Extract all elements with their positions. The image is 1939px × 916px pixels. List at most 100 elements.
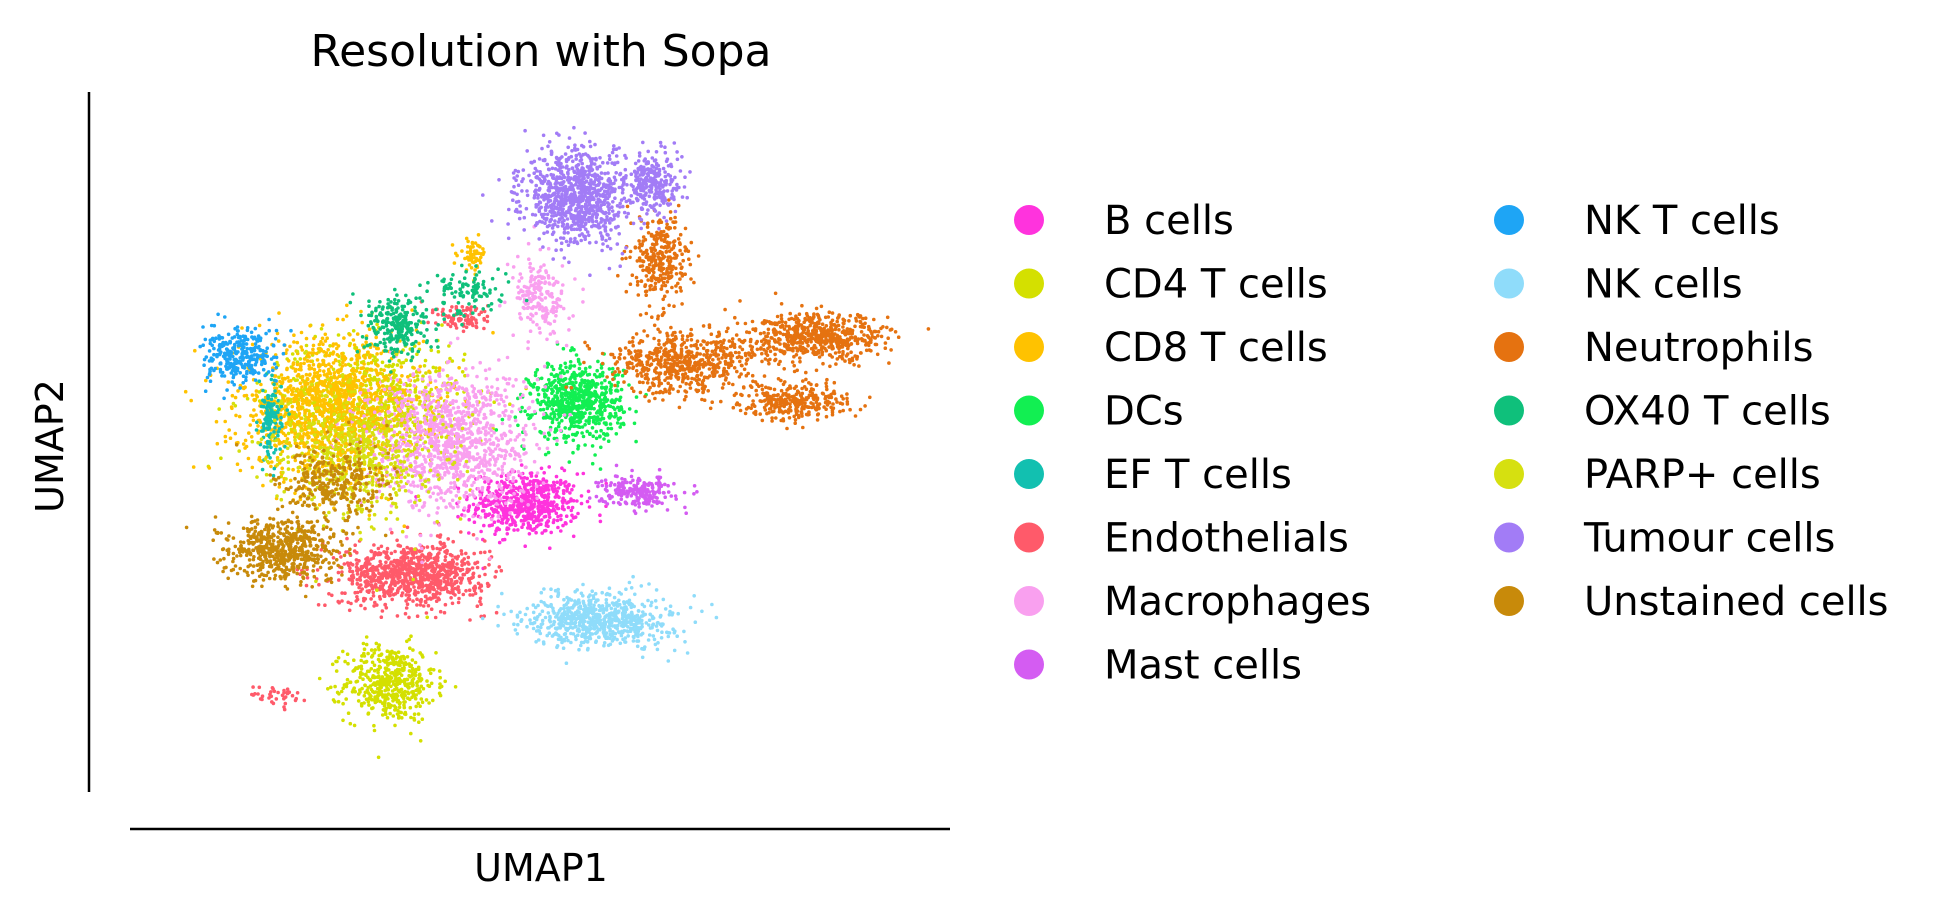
data-point: [278, 421, 283, 425]
data-point: [391, 657, 395, 662]
data-point: [336, 387, 341, 391]
data-point: [425, 679, 429, 683]
data-point: [436, 555, 440, 560]
data-point: [388, 711, 392, 716]
data-point: [300, 374, 305, 379]
data-point: [349, 450, 354, 455]
data-point: [426, 588, 430, 593]
data-point: [384, 364, 388, 368]
data-point: [431, 585, 435, 590]
data-point: [574, 386, 578, 391]
data-point: [378, 699, 383, 704]
data-point: [302, 357, 307, 361]
data-point: [276, 690, 280, 695]
data-point: [251, 685, 255, 689]
data-point: [377, 687, 382, 691]
data-point: [309, 431, 313, 435]
data-point: [404, 576, 408, 581]
data-point: [292, 333, 296, 338]
data-point: [570, 381, 574, 386]
data-point: [269, 397, 274, 402]
data-point: [554, 373, 559, 377]
data-point: [485, 319, 490, 324]
data-point: [300, 385, 304, 389]
data-point: [499, 479, 504, 484]
data-point: [508, 504, 513, 509]
data-point: [571, 498, 576, 503]
data-point: [317, 503, 322, 507]
data-point: [435, 558, 440, 563]
data-point: [466, 508, 471, 513]
data-point: [410, 666, 415, 671]
data-point: [331, 342, 336, 346]
data-point: [275, 410, 280, 415]
data-point: [616, 417, 621, 422]
data-point: [464, 589, 468, 593]
data-point: [533, 373, 538, 378]
data-point: [355, 590, 360, 595]
data-point: [414, 693, 419, 697]
data-point: [369, 597, 373, 601]
data-point: [558, 371, 563, 375]
data-point: [599, 428, 603, 433]
data-point: [598, 519, 603, 524]
data-point: [483, 550, 487, 555]
data-point: [512, 503, 516, 507]
data-point: [408, 373, 413, 378]
data-point: [588, 411, 592, 416]
data-point: [422, 364, 427, 368]
data-point: [596, 409, 600, 413]
data-point: [505, 527, 509, 532]
data-point: [370, 569, 375, 573]
data-point: [358, 672, 363, 677]
data-point: [437, 564, 442, 568]
data-point: [299, 416, 303, 421]
data-point: [424, 583, 429, 588]
data-point: [453, 555, 458, 560]
data-point: [532, 502, 537, 506]
data-point: [488, 549, 492, 554]
data-point: [314, 398, 319, 402]
data-point: [308, 359, 313, 364]
data-point: [587, 380, 592, 385]
data-point: [616, 380, 620, 385]
data-point: [590, 444, 595, 448]
data-point: [323, 398, 328, 402]
data-point: [497, 565, 502, 569]
data-point: [364, 635, 369, 639]
data-point: [561, 346, 566, 351]
data-point: [277, 375, 281, 380]
data-point: [497, 527, 502, 532]
data-point: [428, 555, 433, 560]
data-point: [453, 322, 457, 326]
data-point: [467, 588, 472, 592]
data-point: [568, 360, 573, 364]
data-point: [505, 491, 509, 496]
data-point: [473, 268, 477, 272]
data-point: [304, 372, 309, 377]
data-point: [581, 434, 586, 439]
data-point: [427, 390, 432, 395]
data-point: [329, 414, 334, 419]
data-point: [402, 657, 407, 661]
data-point: [546, 431, 551, 435]
data-point: [548, 546, 552, 550]
data-point: [393, 723, 397, 728]
data-point: [439, 684, 444, 689]
data-point: [399, 655, 404, 659]
data-point: [534, 518, 538, 523]
data-point: [538, 505, 543, 509]
data-point: [300, 398, 304, 403]
data-point: [535, 368, 540, 372]
data-point: [472, 520, 477, 524]
data-point: [396, 650, 401, 654]
data-point: [453, 685, 458, 689]
data-point: [316, 430, 320, 435]
data-point: [436, 312, 440, 317]
data-point: [269, 377, 274, 382]
data-point: [551, 367, 556, 372]
data-point: [534, 474, 539, 478]
data-point: [302, 698, 307, 703]
data-point: [312, 336, 316, 341]
data-point: [189, 398, 193, 403]
